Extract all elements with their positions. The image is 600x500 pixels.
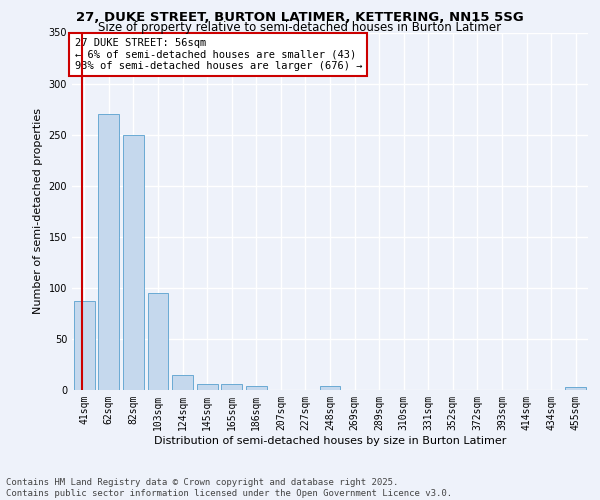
Bar: [148, 293, 169, 390]
Bar: [98, 114, 119, 390]
Y-axis label: Number of semi-detached properties: Number of semi-detached properties: [33, 108, 43, 314]
Bar: [221, 384, 242, 390]
Text: Size of property relative to semi-detached houses in Burton Latimer: Size of property relative to semi-detach…: [98, 21, 502, 34]
Text: Contains HM Land Registry data © Crown copyright and database right 2025.
Contai: Contains HM Land Registry data © Crown c…: [6, 478, 452, 498]
Bar: [246, 386, 267, 390]
X-axis label: Distribution of semi-detached houses by size in Burton Latimer: Distribution of semi-detached houses by …: [154, 436, 506, 446]
Bar: [197, 384, 218, 390]
Bar: [172, 374, 193, 390]
Bar: [565, 387, 586, 390]
Bar: [74, 301, 95, 390]
Text: 27 DUKE STREET: 56sqm
← 6% of semi-detached houses are smaller (43)
93% of semi-: 27 DUKE STREET: 56sqm ← 6% of semi-detac…: [74, 38, 362, 71]
Text: 27, DUKE STREET, BURTON LATIMER, KETTERING, NN15 5SG: 27, DUKE STREET, BURTON LATIMER, KETTERI…: [76, 11, 524, 24]
Bar: [123, 134, 144, 390]
Bar: [320, 386, 340, 390]
